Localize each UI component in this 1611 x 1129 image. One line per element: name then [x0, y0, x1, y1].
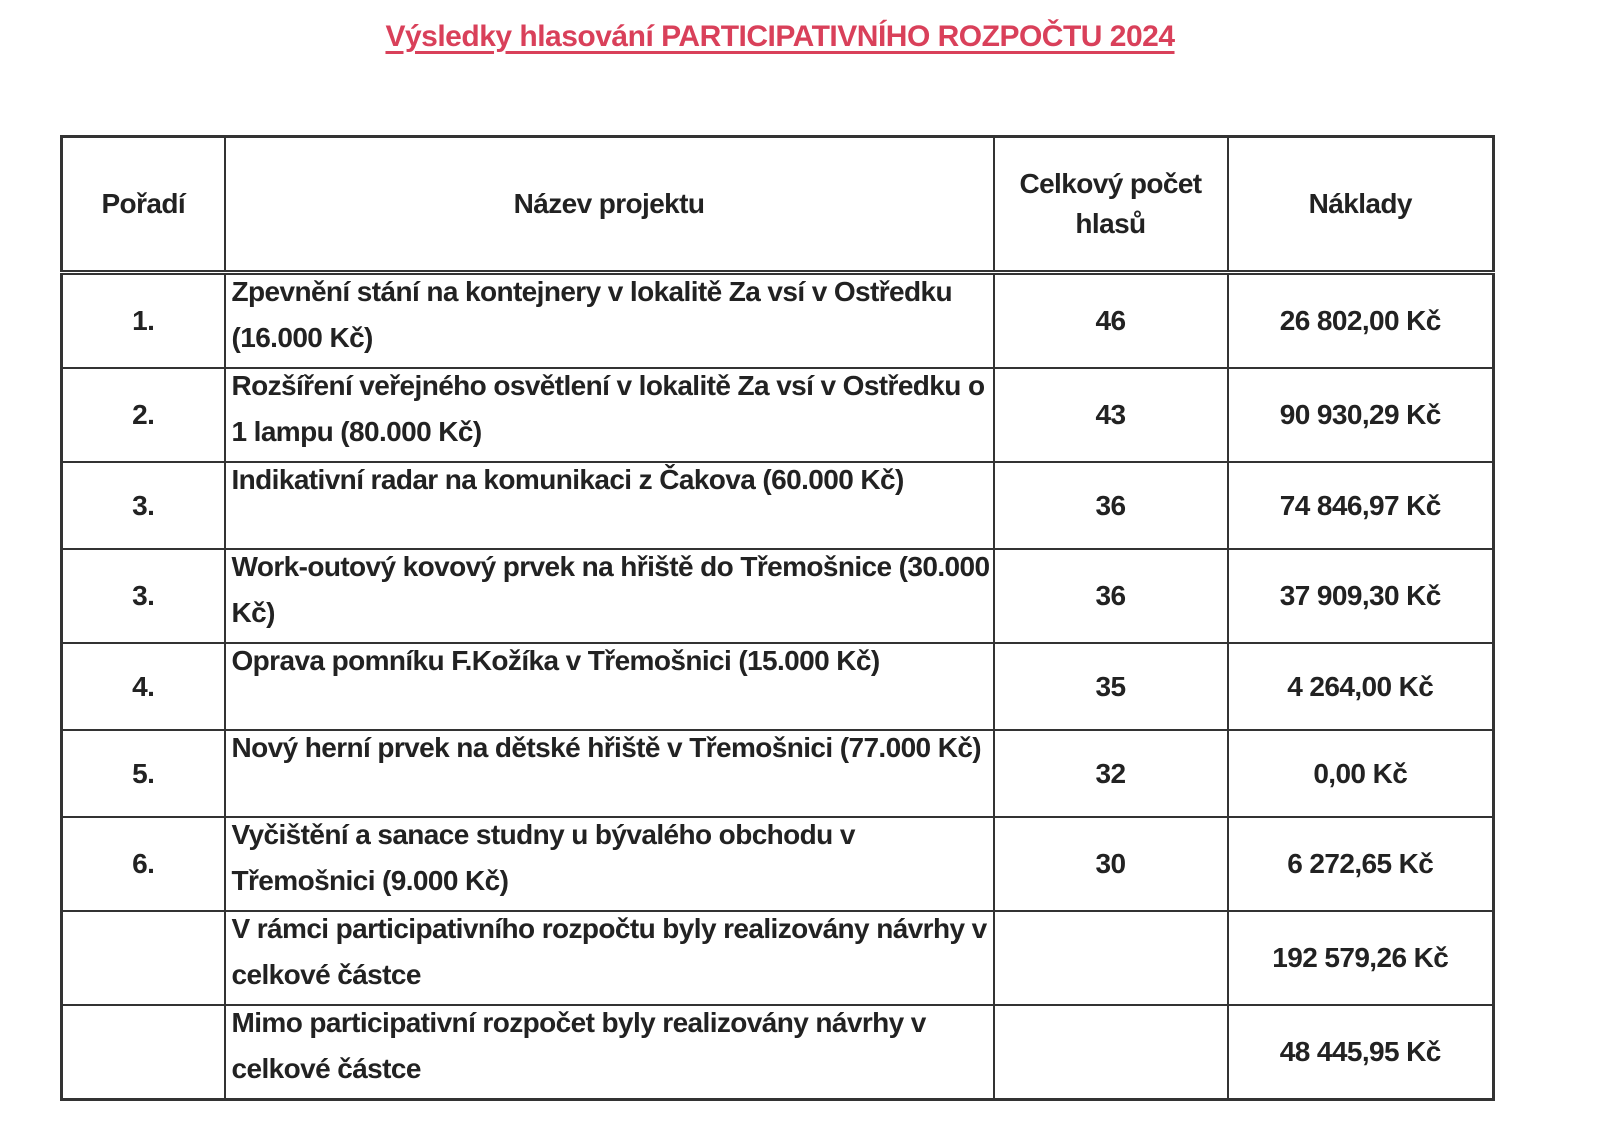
- cost-cell: 4 264,00 Kč: [1226, 642, 1495, 731]
- project-name-cell: Mimo participativní rozpočet byly realiz…: [223, 1004, 995, 1101]
- project-name: Mimo participativní rozpočet byly realiz…: [231, 1007, 927, 1084]
- votes-cell: 36: [992, 548, 1229, 644]
- project-name: Vyčištění a sanace studny u bývalého obc…: [231, 819, 856, 896]
- votes-cell: 32: [992, 729, 1229, 818]
- rank-cell: 4.: [60, 642, 226, 731]
- rank-cell: 3.: [60, 461, 226, 550]
- cost-cell: 192 579,26 Kč: [1226, 910, 1495, 1006]
- project-name: V rámci participativního rozpočtu byly r…: [231, 913, 988, 990]
- project-name-cell: Nový herní prvek na dětské hřiště v Třem…: [223, 729, 995, 818]
- header-cost: Náklady: [1226, 135, 1495, 275]
- votes-cell: 36: [992, 461, 1229, 550]
- votes-cell: 46: [992, 271, 1229, 369]
- rank-cell: 2.: [60, 367, 226, 463]
- header-rank: Pořadí: [60, 135, 226, 275]
- table-row: 4. Oprava pomníku F.Kožíka v Třemošnici (…: [60, 642, 1495, 731]
- project-name-cell: Indikativní radar na komunikaci z Čakova…: [223, 461, 995, 550]
- results-table: Pořadí Název projektu Celkový počet hlas…: [60, 135, 1495, 1101]
- cost-cell: 0,00 Kč: [1226, 729, 1495, 818]
- project-name: Indikativní radar na komunikaci z Čakova…: [231, 464, 905, 495]
- cost-cell: 26 802,00 Kč: [1226, 271, 1495, 369]
- document-title: Výsledky hlasování PARTICIPATIVNÍHO ROZP…: [385, 20, 1175, 53]
- votes-cell: [992, 910, 1229, 1006]
- header-row: Pořadí Název projektu Celkový počet hlas…: [60, 135, 1495, 275]
- votes-cell: [992, 1004, 1229, 1101]
- votes-cell: 30: [992, 816, 1229, 912]
- project-name-cell: Oprava pomníku F.Kožíka v Třemošnici (15…: [223, 642, 995, 731]
- rank-cell: 6.: [60, 816, 226, 912]
- table-row: 3. Indikativní radar na komunikaci z Čako…: [60, 461, 1495, 550]
- cost-cell: 90 930,29 Kč: [1226, 367, 1495, 463]
- cost-cell: 74 846,97 Kč: [1226, 461, 1495, 550]
- cost-cell: 37 909,30 Kč: [1226, 548, 1495, 644]
- table-row: 5. Nový herní prvek na dětské hřiště v Tř…: [60, 729, 1495, 818]
- rank-cell: 5.: [60, 729, 226, 818]
- project-name: Zpevnění stání na kontejnery v lokalitě …: [231, 276, 953, 353]
- project-name-cell: Zpevnění stání na kontejnery v lokalitě …: [223, 271, 995, 369]
- table-row: 6. Vyčištění a sanace studny u bývalého o…: [60, 816, 1495, 912]
- table-row: 1. Zpevnění stání na kontejnery v lokalit…: [60, 271, 1495, 369]
- project-name: Nový herní prvek na dětské hřiště v Třem…: [231, 732, 982, 763]
- project-name: Work-outový kovový prvek na hřiště do Tř…: [231, 551, 991, 628]
- project-name-cell: Vyčištění a sanace studny u bývalého obc…: [223, 816, 995, 912]
- rank-cell: 3.: [60, 548, 226, 644]
- rank-cell: 1.: [60, 271, 226, 369]
- rank-cell: [60, 1004, 226, 1101]
- table-row: V rámci participativního rozpočtu byly r…: [60, 910, 1495, 1006]
- project-name: Rozšíření veřejného osvětlení v lokalitě…: [231, 370, 986, 447]
- rank-cell: [60, 910, 226, 1006]
- project-name: Oprava pomníku F.Kožíka v Třemošnici (15…: [231, 645, 881, 676]
- table-row: 2. Rozšíření veřejného osvětlení v lokali…: [60, 367, 1495, 463]
- cost-cell: 48 445,95 Kč: [1226, 1004, 1495, 1101]
- header-votes: Celkový počet hlasů: [992, 135, 1229, 275]
- header-project-name: Název projektu: [223, 135, 995, 275]
- table-row: 3. Work-outový kovový prvek na hřiště do …: [60, 548, 1495, 644]
- table-row: Mimo participativní rozpočet byly realiz…: [60, 1004, 1495, 1101]
- cost-cell: 6 272,65 Kč: [1226, 816, 1495, 912]
- votes-cell: 43: [992, 367, 1229, 463]
- project-name-cell: V rámci participativního rozpočtu byly r…: [223, 910, 995, 1006]
- project-name-cell: Work-outový kovový prvek na hřiště do Tř…: [223, 548, 995, 644]
- project-name-cell: Rozšíření veřejného osvětlení v lokalitě…: [223, 367, 995, 463]
- votes-cell: 35: [992, 642, 1229, 731]
